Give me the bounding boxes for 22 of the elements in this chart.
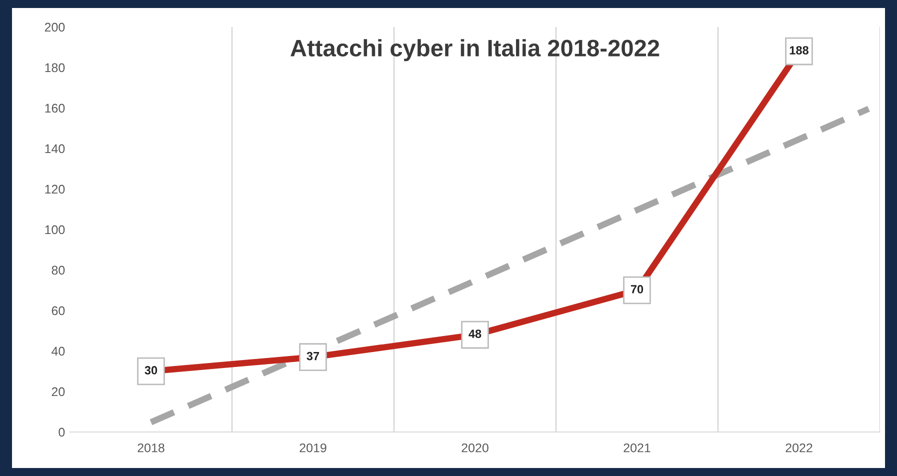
- y-tick-label: 60: [52, 306, 65, 316]
- x-tick-label: 2021: [624, 443, 650, 452]
- x-tick-label: 2019: [300, 443, 326, 452]
- y-tick-label: 0: [58, 428, 65, 437]
- data-label: 30: [144, 366, 158, 374]
- y-tick-label: 140: [45, 144, 65, 154]
- y-tick-label: 40: [52, 346, 65, 356]
- y-tick-label: 180: [45, 63, 65, 72]
- y-tick-label: 120: [45, 184, 65, 194]
- data-label: 37: [306, 352, 320, 360]
- data-label: 48: [468, 330, 482, 338]
- y-tick-label: 200: [44, 22, 65, 32]
- x-tick-label: 2018: [138, 443, 164, 452]
- x-tick-label: 2020: [462, 443, 488, 452]
- y-tick-label: 20: [52, 387, 65, 396]
- x-tick-label: 2022: [786, 443, 812, 452]
- y-tick-label: 100: [45, 225, 65, 234]
- y-tick-label: 160: [45, 104, 65, 113]
- data-label: 70: [630, 285, 644, 294]
- data-label: 188: [790, 46, 808, 54]
- chart-title: Attacchi cyber in Italia 2018-2022: [290, 39, 660, 62]
- y-tick-label: 80: [52, 266, 65, 275]
